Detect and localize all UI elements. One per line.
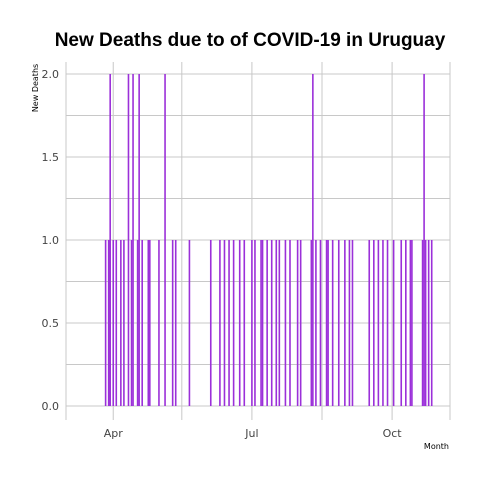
bar [411,240,413,406]
bar [158,240,160,406]
bar [238,240,241,406]
bar [299,240,302,406]
bar [289,240,291,406]
bar [112,240,115,406]
bar [149,240,151,406]
bar [223,240,226,406]
x-tick-label: Apr [104,427,124,440]
bar [266,240,268,406]
x-tick-labels: Apr Jul Oct [104,427,403,440]
bar [373,240,375,406]
bar [319,240,322,406]
y-tick-label: 1.0 [42,234,60,247]
bar [351,240,354,406]
bar [120,240,122,406]
bar [123,240,125,406]
x-axis-label: Month [424,442,449,451]
bar [296,240,299,406]
bar [392,240,395,406]
bar [424,240,427,406]
bar [386,240,389,406]
bar [127,74,130,406]
bar [171,240,174,406]
bar [310,240,313,406]
y-axis-label: New Deaths [31,64,40,112]
bar [423,74,425,406]
bar [284,240,287,406]
y-tick-labels: 0.0 0.5 1.0 1.5 2.0 [42,68,60,413]
x-tick-label: Jul [244,427,258,440]
bar [254,240,256,406]
bar [270,240,273,406]
bar [377,240,380,406]
bar [409,240,412,406]
bar [130,240,133,406]
bar [368,240,371,406]
bar [315,240,317,406]
bar [405,240,407,406]
bar [136,240,139,406]
y-tick-label: 1.5 [42,151,60,164]
bar [164,74,166,406]
bar [260,240,262,406]
bar [344,240,346,406]
bar [275,240,278,406]
bar [107,240,110,406]
bar [132,74,134,406]
bar [331,240,334,406]
bar [348,240,351,406]
bar [327,240,329,406]
bar [382,240,384,406]
bar [261,240,264,406]
bar [174,240,177,406]
bar [228,240,230,406]
y-tick-label: 0.0 [42,400,60,413]
bars [104,74,433,406]
bar [219,240,221,406]
bar [188,240,191,406]
y-tick-label: 2.0 [42,68,60,81]
bar [232,240,235,406]
bar [251,240,253,406]
bar [421,240,424,406]
bar [278,240,281,406]
chart-title: New Deaths due to of COVID-19 in Uruguay [55,30,446,51]
bar [325,240,328,406]
bar [138,74,140,406]
bar [243,240,246,406]
bar [209,240,212,406]
bar [312,74,314,406]
bar [141,240,143,406]
bar [109,74,111,406]
bar [400,240,403,406]
bar [104,240,107,406]
bar [337,240,340,406]
bar [430,240,433,406]
bar [147,240,150,406]
bar [115,240,118,406]
x-tick-label: Oct [383,427,403,440]
bar [427,240,430,406]
y-tick-label: 0.5 [42,317,60,330]
